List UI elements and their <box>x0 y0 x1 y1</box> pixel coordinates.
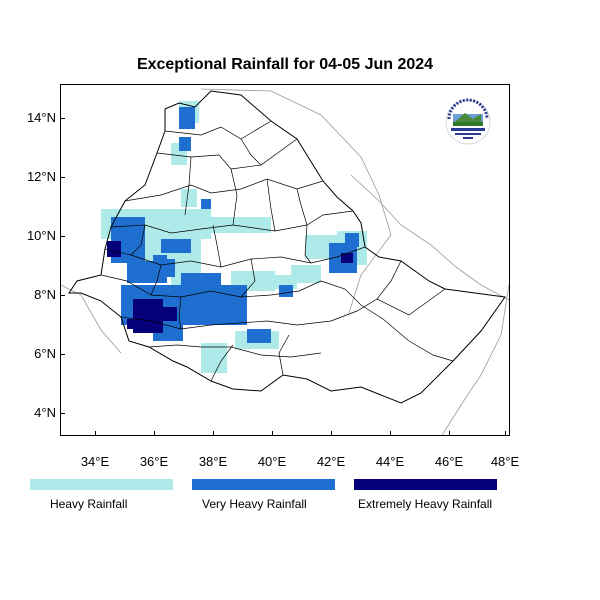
y-tick-mark <box>60 236 65 237</box>
ethiopian-meteorology-institute-logo <box>445 98 491 145</box>
rainfall-extremely-heavy <box>107 241 353 333</box>
y-tick-label: 8°N <box>34 287 56 302</box>
legend-label-heavy: Heavy Rainfall <box>50 497 128 511</box>
x-tick-mark <box>213 431 214 436</box>
rainfall-map-svg <box>61 88 509 435</box>
border-west <box>61 284 122 354</box>
x-tick-label: 46°E <box>434 454 464 469</box>
border-red-sea-coast <box>350 174 509 301</box>
country-boundary <box>68 90 506 404</box>
border-somalia-coast <box>441 284 509 435</box>
x-tick-label: 36°E <box>139 454 169 469</box>
map-plot-area <box>60 84 510 436</box>
ethiopia-outline <box>68 90 506 404</box>
admin-boundaries <box>100 120 454 382</box>
x-tick-mark <box>331 431 332 436</box>
legend-label-very-heavy: Very Heavy Rainfall <box>202 497 307 511</box>
rainfall-very-heavy <box>111 107 359 343</box>
x-tick-mark <box>505 431 506 436</box>
y-tick-mark <box>60 118 65 119</box>
legend-swatch-very-heavy <box>192 479 335 490</box>
y-tick-label: 14°N <box>26 110 56 125</box>
y-tick-label: 4°N <box>34 405 56 420</box>
x-tick-label: 44°E <box>375 454 405 469</box>
x-tick-label: 38°E <box>198 454 228 469</box>
y-tick-mark <box>60 413 65 414</box>
y-tick-label: 6°N <box>34 346 56 361</box>
y-tick-mark <box>60 177 65 178</box>
y-tick-label: 10°N <box>26 228 56 243</box>
map-title: Exceptional Rainfall for 04-05 Jun 2024 <box>136 56 434 73</box>
legend-swatch-heavy <box>30 479 173 490</box>
legend-label-extremely-heavy: Extremely Heavy Rainfall <box>358 497 493 511</box>
x-tick-mark <box>95 431 96 436</box>
x-tick-mark <box>154 431 155 436</box>
border-north <box>200 88 392 314</box>
legend-swatch-extremely-heavy <box>354 479 497 490</box>
x-tick-mark <box>272 431 273 436</box>
x-tick-label: 34°E <box>80 454 110 469</box>
y-tick-mark <box>60 354 65 355</box>
x-tick-mark <box>449 431 450 436</box>
y-tick-mark <box>60 295 65 296</box>
x-tick-label: 48°E <box>490 454 520 469</box>
x-tick-label: 42°E <box>316 454 346 469</box>
x-tick-label: 40°E <box>257 454 287 469</box>
x-tick-mark <box>390 431 391 436</box>
y-tick-label: 12°N <box>26 169 56 184</box>
